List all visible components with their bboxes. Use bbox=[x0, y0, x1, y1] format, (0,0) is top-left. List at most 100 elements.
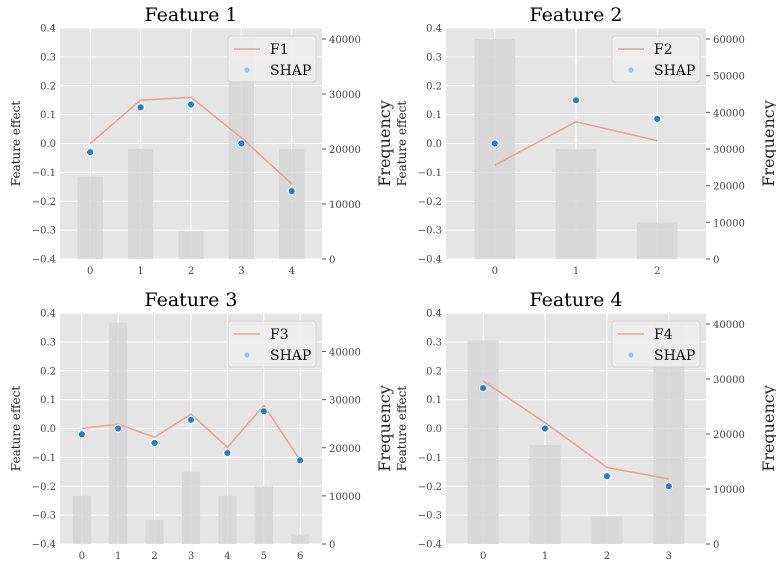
y-tick-label: −0.4 bbox=[418, 540, 442, 551]
effect-line bbox=[494, 120, 658, 166]
y2-tick-label: 0 bbox=[329, 540, 335, 551]
shap-point bbox=[602, 472, 612, 481]
legend-shap-swatch bbox=[628, 67, 634, 73]
y-tick-label: 0.3 bbox=[426, 52, 442, 63]
y2-axis-label: Frequency bbox=[759, 385, 776, 472]
y2-tick-label: 10000 bbox=[713, 218, 745, 229]
y-tick-label: −0.4 bbox=[418, 255, 442, 266]
shap-point bbox=[571, 96, 581, 105]
y-tick-label: 0.4 bbox=[426, 309, 442, 320]
frequency-bar bbox=[636, 222, 678, 259]
y-tick-label: −0.1 bbox=[32, 168, 56, 179]
y-axis-label: Feature effect bbox=[9, 386, 23, 472]
y2-tick-label: 0 bbox=[713, 540, 719, 551]
y-tick-label: 0.4 bbox=[40, 309, 56, 320]
frequency-bar bbox=[181, 471, 201, 544]
y2-tick-label: 30000 bbox=[329, 90, 361, 101]
x-tick-label: 0 bbox=[79, 551, 85, 562]
x-tick-label: 1 bbox=[573, 266, 579, 277]
x-tick-label: 4 bbox=[224, 551, 230, 562]
y-axis-label: Feature effect bbox=[9, 101, 23, 187]
y-tick-label: −0.2 bbox=[32, 197, 56, 208]
y2-axis-label: Frequency bbox=[375, 385, 394, 472]
frequency-bar bbox=[109, 322, 128, 544]
frequency-bar bbox=[279, 149, 305, 259]
x-tick-label: 6 bbox=[297, 551, 303, 562]
legend: F1 SHAP bbox=[227, 35, 317, 83]
subplot-4: 0.4 0.3 0.2 0.1 0.0 −0.1 −0.2 −0.3 −0.4 0 1 2 3 0 1000… bbox=[395, 289, 776, 562]
y2-tick-label: 0 bbox=[713, 255, 719, 266]
x-tick-label: 2 bbox=[654, 266, 660, 277]
legend-shap-label: SHAP bbox=[270, 348, 311, 364]
y-tick-label: 0.1 bbox=[40, 395, 56, 406]
y-tick-label: −0.3 bbox=[32, 511, 56, 522]
y-tick-label: −0.3 bbox=[418, 511, 442, 522]
shap-point bbox=[287, 187, 296, 196]
y-tick-label: 0.1 bbox=[426, 110, 442, 121]
legend-shap-label: SHAP bbox=[270, 63, 311, 79]
legend-line-label: F2 bbox=[654, 42, 673, 58]
y-tick-label: −0.2 bbox=[418, 482, 442, 493]
frequency-bar bbox=[591, 516, 623, 544]
y-tick-label: 0.4 bbox=[426, 24, 442, 35]
shap-point bbox=[186, 100, 196, 109]
frequency-bar bbox=[467, 340, 499, 544]
legend-shap-swatch bbox=[628, 352, 634, 358]
x-tick-label: 3 bbox=[666, 551, 672, 562]
y2-tick-label: 30000 bbox=[329, 396, 361, 407]
y2-tick-label: 60000 bbox=[713, 35, 745, 46]
effect-line bbox=[81, 404, 301, 461]
y2-axis-label: Frequency bbox=[375, 100, 394, 187]
subplot-2: 0.4 0.3 0.2 0.1 0.0 −0.1 −0.2 −0.3 −0.4 0 1 2 0 10000… bbox=[395, 4, 776, 277]
y-tick-label: −0.3 bbox=[32, 226, 56, 237]
effect-line bbox=[482, 380, 670, 480]
y-tick-label: −0.1 bbox=[32, 453, 56, 464]
legend-shap-label: SHAP bbox=[654, 63, 695, 79]
subplot-title: Feature 4 bbox=[529, 289, 622, 311]
x-tick-label: 2 bbox=[604, 551, 610, 562]
shap-point bbox=[223, 448, 232, 458]
y-axis-label: Feature effect bbox=[395, 101, 409, 187]
shap-point bbox=[259, 407, 268, 416]
subplot-title: Feature 3 bbox=[144, 289, 237, 311]
y-tick-label: −0.1 bbox=[418, 453, 442, 464]
y-tick-label: 0.1 bbox=[426, 395, 442, 406]
y-tick-label: 0.0 bbox=[426, 424, 442, 435]
frequency-bar bbox=[77, 176, 103, 259]
y-tick-label: 0.3 bbox=[40, 52, 56, 63]
shap-point bbox=[490, 139, 499, 148]
y-tick-label: 0.3 bbox=[40, 337, 56, 348]
effect-line bbox=[89, 96, 293, 185]
y-tick-label: −0.2 bbox=[32, 482, 56, 493]
shap-point bbox=[237, 139, 246, 148]
x-tick-label: 1 bbox=[115, 551, 121, 562]
y2-tick-label: 40000 bbox=[329, 35, 361, 46]
frequency-bar bbox=[218, 495, 237, 544]
shap-point bbox=[77, 430, 86, 439]
y2-tick-label: 20000 bbox=[329, 145, 361, 156]
y2-tick-label: 10000 bbox=[329, 200, 361, 211]
y2-tick-label: 20000 bbox=[713, 182, 745, 193]
shap-point bbox=[664, 482, 673, 491]
y-tick-label: 0.2 bbox=[426, 81, 442, 92]
x-tick-label: 0 bbox=[492, 266, 498, 277]
y2-tick-label: 30000 bbox=[713, 145, 745, 156]
y-tick-label: 0.1 bbox=[40, 110, 56, 121]
y2-tick-label: 10000 bbox=[329, 492, 361, 503]
x-tick-label: 1 bbox=[542, 551, 548, 562]
y-axis-label: Feature effect bbox=[395, 386, 409, 472]
legend-box bbox=[227, 35, 317, 83]
subplot-title: Feature 1 bbox=[144, 4, 237, 26]
frequency-bar bbox=[254, 486, 273, 544]
x-tick-label: 5 bbox=[261, 551, 267, 562]
legend-shap-swatch bbox=[244, 352, 250, 358]
frequency-bar bbox=[555, 149, 597, 259]
shap-point bbox=[540, 424, 550, 433]
legend-box bbox=[227, 320, 317, 368]
frequency-bar bbox=[145, 519, 164, 544]
y2-axis-label: Frequency bbox=[759, 100, 776, 187]
y-tick-label: 0.3 bbox=[426, 337, 442, 348]
x-tick-label: 0 bbox=[480, 551, 486, 562]
